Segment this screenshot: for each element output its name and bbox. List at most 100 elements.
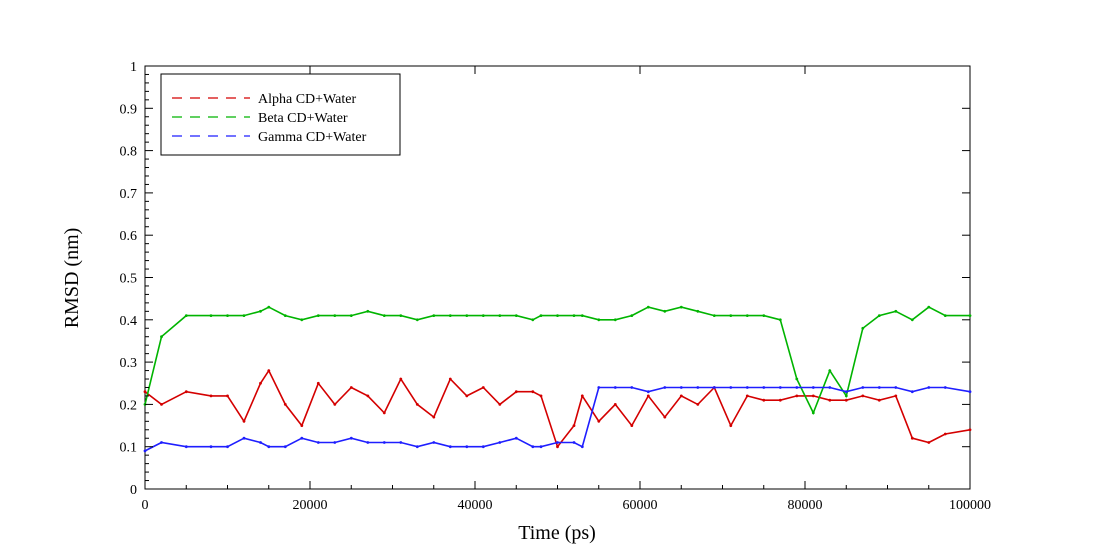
series-point-gamma-cd-water bbox=[539, 445, 543, 449]
series-point-beta-cd-water bbox=[795, 377, 799, 381]
series-point-beta-cd-water bbox=[762, 314, 766, 317]
series-point-gamma-cd-water bbox=[910, 390, 914, 394]
series-point-alpha-cd-water bbox=[432, 415, 436, 419]
series-point-gamma-cd-water bbox=[844, 390, 848, 394]
series-point-gamma-cd-water bbox=[556, 441, 559, 444]
series-point-alpha-cd-water bbox=[349, 386, 353, 389]
x-tick-label: 100000 bbox=[949, 498, 991, 513]
y-tick-label: 0.8 bbox=[120, 145, 138, 160]
series-point-beta-cd-water bbox=[745, 314, 749, 317]
series-point-gamma-cd-water bbox=[778, 386, 782, 389]
series-point-alpha-cd-water bbox=[333, 403, 337, 406]
y-tick-label: 1 bbox=[130, 60, 137, 75]
series-point-gamma-cd-water bbox=[679, 386, 683, 389]
series-point-gamma-cd-water bbox=[300, 436, 304, 440]
series-point-alpha-cd-water bbox=[894, 394, 898, 398]
series-point-beta-cd-water bbox=[415, 318, 419, 322]
series-point-alpha-cd-water bbox=[927, 441, 931, 444]
series-point-beta-cd-water bbox=[597, 318, 601, 322]
series-point-beta-cd-water bbox=[382, 314, 386, 317]
series-point-alpha-cd-water bbox=[828, 398, 832, 402]
series-point-beta-cd-water bbox=[448, 314, 452, 317]
series-point-gamma-cd-water bbox=[795, 386, 799, 389]
series-point-gamma-cd-water bbox=[762, 386, 766, 389]
series-point-gamma-cd-water bbox=[481, 445, 485, 449]
legend: Alpha CD+Water Beta CD+Water Gamma CD+Wate… bbox=[160, 73, 401, 156]
series-point-beta-cd-water bbox=[877, 314, 881, 317]
series-point-gamma-cd-water bbox=[349, 436, 353, 440]
series-point-beta-cd-water bbox=[283, 314, 287, 317]
series-point-alpha-cd-water bbox=[778, 398, 782, 402]
series-point-gamma-cd-water bbox=[160, 441, 163, 444]
series-point-gamma-cd-water bbox=[209, 445, 213, 449]
series-point-gamma-cd-water bbox=[415, 445, 419, 449]
series-point-gamma-cd-water bbox=[572, 441, 576, 444]
series-point-gamma-cd-water bbox=[531, 445, 535, 449]
series-point-beta-cd-water bbox=[267, 305, 271, 309]
series-point-beta-cd-water bbox=[349, 314, 353, 317]
series-point-beta-cd-water bbox=[465, 314, 469, 317]
series-point-alpha-cd-water bbox=[910, 436, 914, 440]
series-point-beta-cd-water bbox=[630, 314, 634, 317]
legend-label-beta-cd-water: Beta CD+Water bbox=[258, 111, 348, 126]
series-point-alpha-cd-water bbox=[762, 398, 766, 402]
series-point-gamma-cd-water bbox=[663, 386, 667, 389]
series-point-alpha-cd-water bbox=[448, 377, 452, 381]
series-point-alpha-cd-water bbox=[481, 386, 485, 389]
series-point-beta-cd-water bbox=[539, 314, 543, 317]
series-point-alpha-cd-water bbox=[943, 432, 947, 436]
series-point-gamma-cd-water bbox=[696, 386, 700, 389]
series-point-gamma-cd-water bbox=[861, 386, 865, 389]
series-point-beta-cd-water bbox=[226, 314, 229, 317]
series-point-alpha-cd-water bbox=[968, 428, 972, 432]
series-point-gamma-cd-water bbox=[828, 386, 832, 389]
series-point-alpha-cd-water bbox=[160, 403, 163, 406]
series-point-gamma-cd-water bbox=[712, 386, 716, 389]
series-point-gamma-cd-water bbox=[745, 386, 749, 389]
series-point-beta-cd-water bbox=[432, 314, 436, 317]
series-point-gamma-cd-water bbox=[597, 386, 601, 389]
series-point-gamma-cd-water bbox=[448, 445, 452, 449]
series-point-alpha-cd-water bbox=[143, 390, 147, 394]
series-point-gamma-cd-water bbox=[613, 386, 617, 389]
series-point-alpha-cd-water bbox=[679, 394, 683, 398]
series-point-gamma-cd-water bbox=[226, 445, 229, 449]
series-point-gamma-cd-water bbox=[943, 386, 947, 389]
series-point-beta-cd-water bbox=[366, 309, 370, 313]
series-point-alpha-cd-water bbox=[531, 390, 535, 394]
y-tick-label: 0.9 bbox=[120, 102, 138, 117]
y-tick-label: 0.3 bbox=[120, 356, 138, 371]
y-tick-label: 0.1 bbox=[120, 441, 138, 456]
legend-label-alpha-cd-water: Alpha CD+Water bbox=[258, 92, 356, 107]
series-point-beta-cd-water bbox=[184, 314, 188, 317]
series-point-beta-cd-water bbox=[498, 314, 502, 317]
series-point-beta-cd-water bbox=[316, 314, 320, 317]
series-point-gamma-cd-water bbox=[646, 390, 650, 394]
series-point-gamma-cd-water bbox=[242, 436, 246, 440]
series-point-alpha-cd-water bbox=[259, 381, 262, 385]
series-point-beta-cd-water bbox=[646, 305, 650, 309]
y-tick-label: 0.2 bbox=[120, 398, 138, 413]
series-point-gamma-cd-water bbox=[316, 441, 320, 444]
series-point-beta-cd-water bbox=[679, 305, 683, 309]
series-point-alpha-cd-water bbox=[877, 398, 881, 402]
series-point-gamma-cd-water bbox=[514, 436, 518, 440]
series-point-alpha-cd-water bbox=[795, 394, 799, 398]
series-point-alpha-cd-water bbox=[572, 424, 576, 427]
series-point-gamma-cd-water bbox=[630, 386, 634, 389]
series-point-gamma-cd-water bbox=[259, 441, 262, 444]
series-point-beta-cd-water bbox=[399, 314, 403, 317]
series-point-beta-cd-water bbox=[572, 314, 576, 317]
series-point-gamma-cd-water bbox=[877, 386, 881, 389]
series-point-gamma-cd-water bbox=[143, 449, 147, 453]
series-point-alpha-cd-water bbox=[613, 403, 617, 406]
series-point-alpha-cd-water bbox=[184, 390, 188, 394]
series-point-alpha-cd-water bbox=[597, 419, 601, 423]
series-point-beta-cd-water bbox=[514, 314, 518, 317]
series-point-gamma-cd-water bbox=[283, 445, 287, 449]
series-point-gamma-cd-water bbox=[465, 445, 469, 449]
series-point-alpha-cd-water bbox=[539, 394, 543, 398]
series-point-alpha-cd-water bbox=[861, 394, 865, 398]
series-point-beta-cd-water bbox=[968, 314, 972, 317]
